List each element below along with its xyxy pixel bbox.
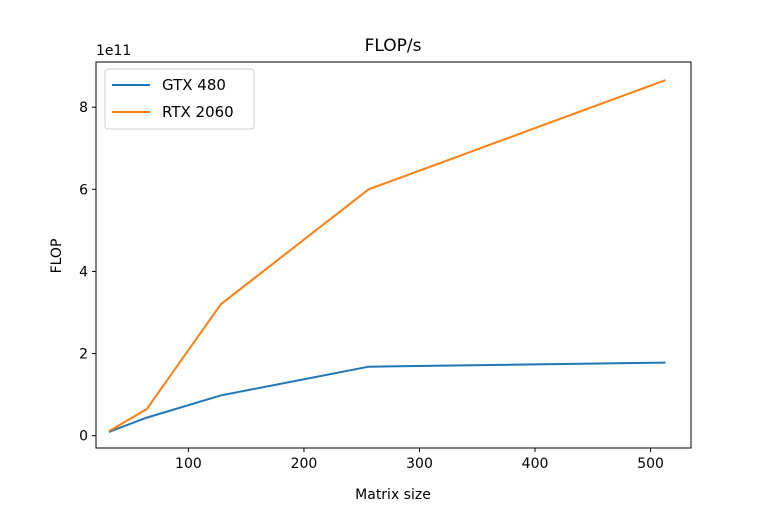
- y-axis: 0 2 4 6 8: [79, 100, 96, 445]
- plot-area: [108, 79, 666, 433]
- series-line-rtx-2060: [108, 79, 666, 433]
- x-tick-label: 400: [522, 456, 549, 472]
- y-axis-label: FLOP: [49, 239, 65, 274]
- y-tick-label: 2: [79, 347, 88, 363]
- x-axis-label: Matrix size: [355, 487, 431, 503]
- legend-label: GTX 480: [162, 76, 226, 94]
- y-tick-label: 8: [79, 100, 88, 116]
- x-tick-label: 200: [291, 456, 318, 472]
- y-tick-label: 0: [79, 429, 88, 445]
- chart-title: FLOP/s: [365, 36, 422, 56]
- series-line-gtx-480: [108, 361, 666, 433]
- y-tick-label: 4: [79, 264, 88, 280]
- legend: GTX 480 RTX 2060: [104, 68, 255, 130]
- y-tick-label: 6: [79, 182, 88, 198]
- y-offset-label: 1e11: [96, 43, 131, 59]
- legend-label: RTX 2060: [162, 103, 234, 121]
- x-axis: 100 200 300 400 500: [175, 448, 664, 472]
- x-tick-label: 300: [406, 456, 433, 472]
- x-tick-label: 100: [175, 456, 202, 472]
- plot-frame: [95, 61, 692, 449]
- x-tick-label: 500: [637, 456, 664, 472]
